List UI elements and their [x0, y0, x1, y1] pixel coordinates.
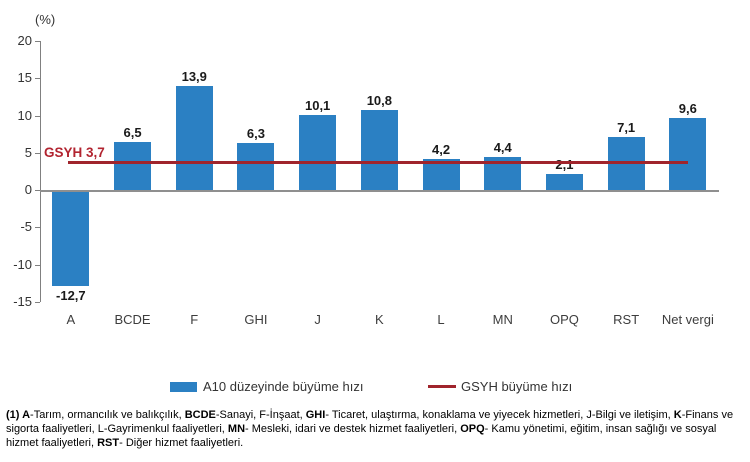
legend-line-label: GSYH büyüme hızı [461, 379, 573, 394]
x-axis-category-label: BCDE [114, 312, 151, 327]
gsyh-reference-line [68, 160, 688, 164]
bar-value-label: 13,9 [181, 69, 207, 85]
footnote-segment: - Mesleki, idari ve destek hizmet faaliy… [245, 423, 461, 435]
footnote-segment: MN [227, 423, 246, 435]
legend-item-bars: A10 düzeyinde büyüme hızı [170, 379, 363, 394]
legend-item-line: GSYH büyüme hızı [428, 379, 572, 394]
plot-area: (%) 20 15 10 5 0 -5 -10 -15 -12,7 6,5 13,9 6,3 10,1… [13, 12, 719, 327]
footnote-segment: - Ticaret, ulaştırma, konaklama ve yiyec… [325, 409, 674, 421]
footnote: (1) A-Tarım, ormancılık ve balıkçılık, B… [6, 408, 746, 450]
footnote-segment: -Tarım, ormancılık ve balıkçılık, [30, 409, 185, 421]
y-axis-tick-label: 20 [17, 33, 32, 48]
footnote-segment: K [673, 409, 682, 421]
x-axis-category-label: OPQ [549, 312, 579, 327]
footnote-segment: -Sanayi, F-İnşaat, [215, 409, 306, 421]
bar-value-label: 6,3 [246, 126, 265, 142]
bar-GHI [237, 143, 275, 190]
bar-value-label: 6,5 [123, 124, 142, 140]
footnote-segment: RST [97, 437, 120, 449]
legend-bar-swatch [170, 381, 197, 392]
footnote-segment: (1) A [6, 409, 31, 421]
y-axis-tick-label: -10 [13, 256, 32, 272]
footnote-segment: GHI [305, 409, 326, 421]
bar-value-label: 10,8 [366, 92, 392, 108]
footnote-segment: - Diğer hizmet faaliyetleri. [119, 437, 244, 449]
y-axis-unit-label: (%) [35, 12, 56, 27]
x-axis-line [40, 190, 719, 192]
y-axis-tick-label: -5 [20, 219, 32, 235]
y-axis-tick [35, 301, 40, 303]
x-axis-category-label: Net vergi [661, 312, 714, 327]
legend: A10 düzeyinde büyüme hızı GSYH büyüme hı… [0, 376, 750, 396]
y-axis-tick [35, 41, 40, 42]
x-axis-category-label: A [66, 312, 76, 327]
footnote-segment: - Kamu yönetimi, eğitim, insan sağlığı v… [6, 423, 717, 449]
footnote-segment: -Finans ve sigorta faaliyetleri, L-Gayri… [6, 409, 734, 435]
y-axis-tick [35, 78, 40, 80]
x-axis-category-label: L [437, 312, 445, 327]
bar-BCDE [114, 141, 152, 190]
y-axis-tick-label: -15 [13, 293, 32, 309]
x-axis-category-label: J [314, 312, 321, 327]
y-axis-tick [35, 227, 40, 229]
y-axis-tick [35, 264, 40, 266]
x-axis-category-label: GHI [244, 312, 268, 327]
x-axis-category-label: F [190, 312, 199, 327]
y-axis-line [40, 41, 41, 302]
y-axis-tick-label: 10 [17, 107, 32, 123]
bar-K [360, 109, 398, 190]
x-axis-category-label: MN [492, 312, 513, 327]
bar-OPQ [545, 174, 583, 190]
y-axis-tick-label: 0 [24, 182, 32, 197]
x-axis-category-label: K [375, 312, 384, 327]
bar-value-label: 2,1 [555, 157, 574, 173]
bar-Net vergi [669, 118, 707, 190]
x-axis-category-label: RST [613, 312, 640, 327]
bar-value-label: -12,7 [56, 287, 86, 303]
bar-F [175, 86, 213, 190]
y-axis-tick [35, 115, 40, 117]
gsyh-reference-line-label: GSYH 3,7 [44, 145, 105, 161]
bar-value-label: 4,2 [432, 141, 451, 157]
legend-bar-label: A10 düzeyinde büyüme hızı [203, 379, 364, 394]
bar-value-label: 4,4 [493, 140, 512, 156]
footnote-segment: BCDE [184, 409, 216, 421]
bar-value-label: 7,1 [617, 120, 636, 136]
y-axis-tick-label: 5 [24, 144, 32, 160]
bar-J [299, 114, 337, 190]
y-axis-tick [35, 152, 40, 154]
y-axis-tick [35, 190, 40, 191]
footnote-segment: OPQ [460, 423, 485, 435]
bar-value-label: 9,6 [678, 101, 697, 117]
legend-line-swatch [428, 385, 456, 388]
bar-value-label: 10,1 [304, 97, 331, 113]
bar-A [52, 191, 90, 287]
y-axis-tick-label: 15 [17, 70, 32, 86]
